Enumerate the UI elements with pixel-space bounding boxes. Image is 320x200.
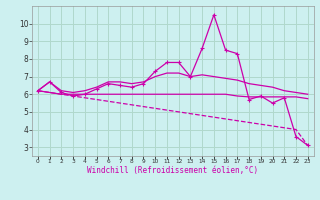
X-axis label: Windchill (Refroidissement éolien,°C): Windchill (Refroidissement éolien,°C) [87, 166, 258, 175]
